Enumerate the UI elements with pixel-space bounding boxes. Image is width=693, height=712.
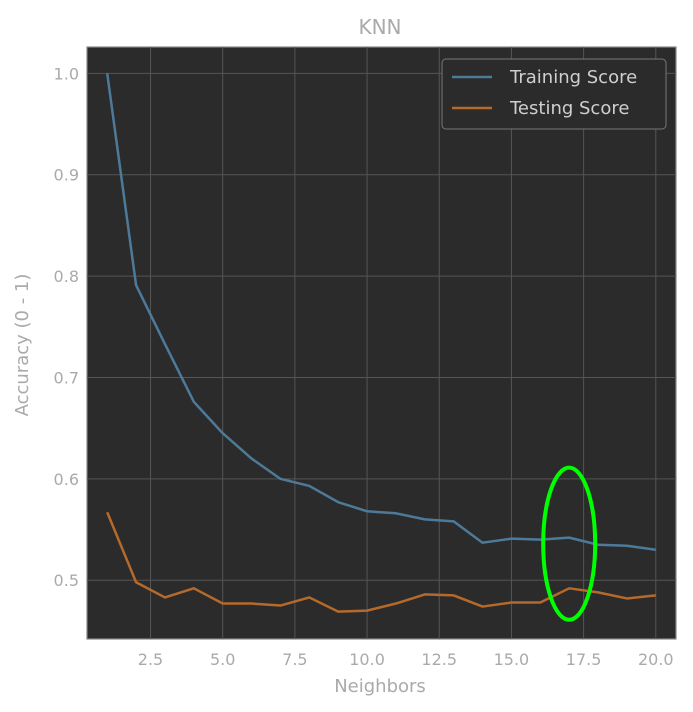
x-tick-label: 20.0	[638, 650, 674, 669]
y-axis-label: Accuracy (0 - 1)	[12, 274, 33, 417]
annotation-layer	[541, 465, 598, 622]
x-tick-label: 10.0	[349, 650, 385, 669]
y-tick-label: 0.5	[54, 571, 79, 590]
x-axis-label: Neighbors	[334, 676, 426, 697]
legend-label-training: Training Score	[509, 67, 637, 88]
x-tick-label: 17.5	[566, 650, 602, 669]
x-tick-label: 15.0	[494, 650, 530, 669]
series-layer	[105, 73, 656, 613]
legend-box	[441, 58, 667, 130]
legend: Training Score Testing Score	[441, 58, 667, 130]
y-tick-label: 0.6	[54, 470, 79, 489]
training-score-line	[105, 73, 656, 552]
y-tick-label: 0.7	[54, 368, 79, 387]
x-tick-label: 12.5	[421, 650, 457, 669]
legend-label-testing: Testing Score	[509, 98, 629, 119]
x-tick-label: 7.5	[282, 650, 307, 669]
chart-title: KNN	[358, 15, 401, 39]
y-tick-label: 1.0	[54, 64, 79, 83]
y-tick-label: 0.9	[54, 166, 79, 185]
highlight-ellipse	[541, 465, 598, 622]
y-axis-ticks: 0.5 0.6 0.7 0.8 0.9 1.0	[54, 64, 79, 590]
x-tick-label: 2.5	[138, 650, 163, 669]
y-tick-label: 0.8	[54, 267, 79, 286]
x-tick-label: 5.0	[210, 650, 235, 669]
testing-score-line	[106, 511, 656, 613]
x-axis-ticks: 2.5 5.0 7.5 10.0 12.5 15.0 17.5 20.0	[138, 650, 674, 669]
plot-area	[86, 46, 677, 640]
